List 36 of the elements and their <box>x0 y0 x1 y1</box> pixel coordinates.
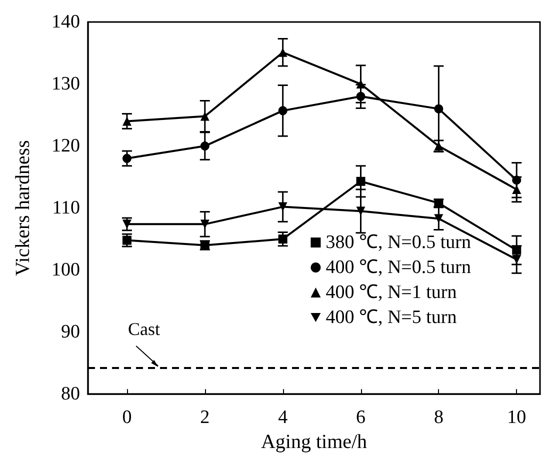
y-tick-label: 130 <box>52 74 80 95</box>
legend-label: 380 ℃, N=0.5 turn <box>326 232 472 253</box>
y-axis-title: Vickers hardness <box>12 140 34 276</box>
point <box>434 214 444 224</box>
x-tick-label: 8 <box>434 407 444 428</box>
x-tick-label: 10 <box>507 407 526 428</box>
x-tick-label: 4 <box>278 407 288 428</box>
point <box>278 48 288 57</box>
y-tick-label: 100 <box>52 260 80 281</box>
y-tick-label: 140 <box>52 12 80 32</box>
ref-line-label: Cast <box>128 319 160 340</box>
point <box>356 176 366 186</box>
point <box>278 202 288 212</box>
legend-label: 400 ℃, N=0.5 turn <box>326 257 472 278</box>
y-tick-label: 110 <box>52 198 80 219</box>
point <box>278 234 288 244</box>
x-axis-title: Aging time/h <box>260 431 368 453</box>
y-tick-label: 120 <box>52 136 80 157</box>
point <box>122 116 132 126</box>
point <box>512 246 522 255</box>
point <box>200 112 210 121</box>
y-tick-label: 90 <box>61 322 80 343</box>
y-tick-label: 80 <box>61 384 80 405</box>
legend-label: 400 ℃, N=1 turn <box>326 282 458 303</box>
legend-label: 400 ℃, N=5 turn <box>326 307 458 328</box>
x-tick-label: 0 <box>122 407 132 428</box>
point <box>356 92 366 101</box>
point <box>512 176 522 185</box>
point <box>278 106 288 116</box>
point <box>122 154 132 163</box>
x-tick-label: 6 <box>356 407 366 428</box>
point <box>200 220 210 229</box>
x-tick-label: 2 <box>200 407 210 428</box>
point <box>122 236 132 245</box>
point <box>434 104 444 114</box>
point <box>200 142 210 151</box>
